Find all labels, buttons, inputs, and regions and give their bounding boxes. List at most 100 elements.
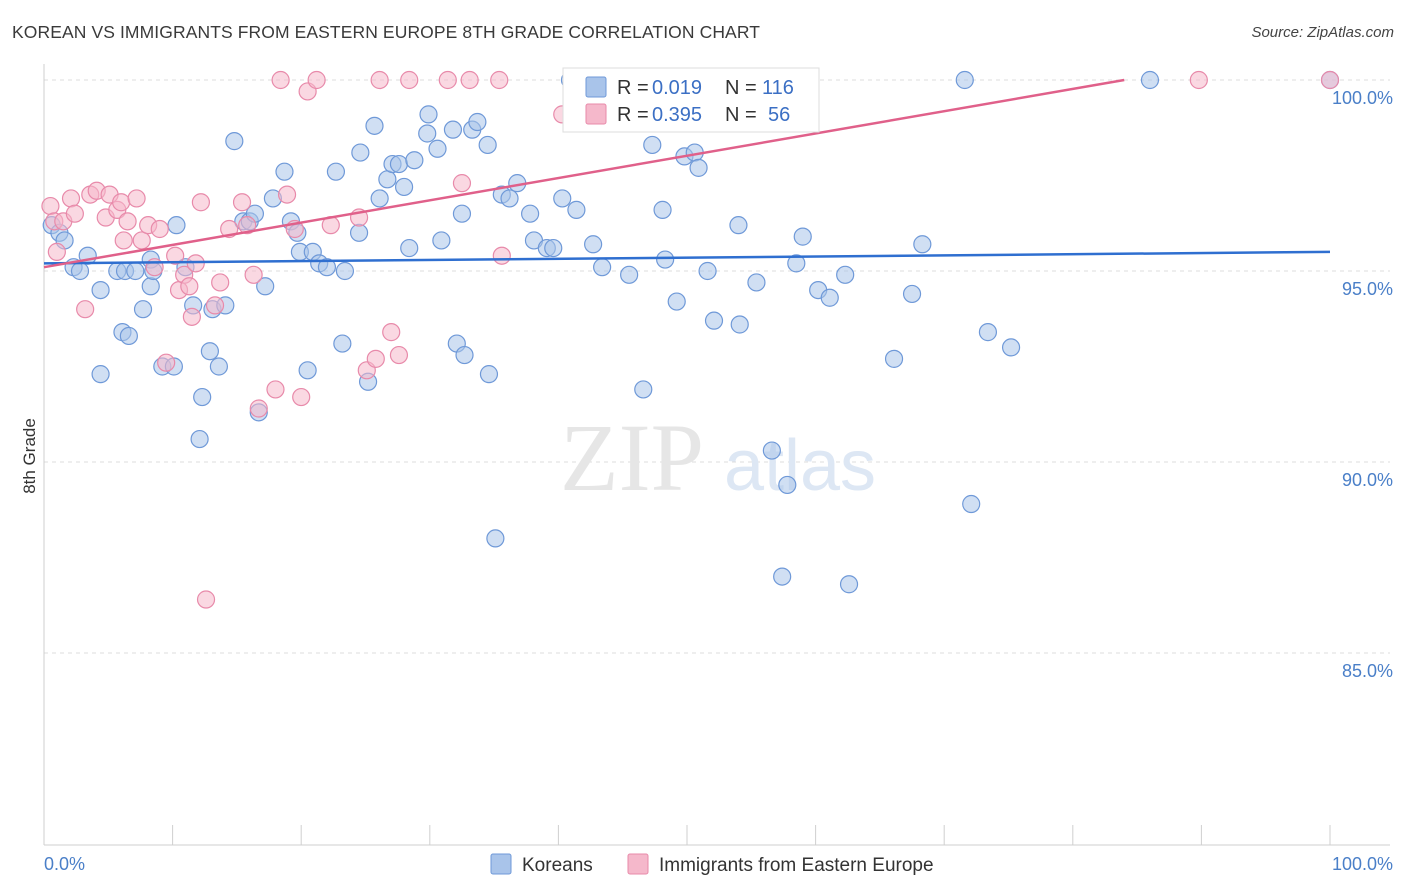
legend-r-label-1: R =: [617, 77, 649, 99]
watermark: ZIP atlas: [560, 404, 876, 511]
immigrant-point: [438, 70, 457, 90]
korean-point: [70, 261, 90, 281]
korean-point: [762, 441, 781, 460]
y-tick-label: 100.0%: [1332, 88, 1393, 108]
korean-point: [884, 349, 904, 368]
korean-point: [729, 216, 748, 235]
immigrant-point: [65, 204, 84, 223]
korean-point: [962, 494, 981, 514]
korean-point: [955, 70, 974, 90]
korean-point: [225, 132, 244, 151]
korean-point: [643, 135, 662, 155]
korean-point: [141, 277, 160, 296]
korean-point: [913, 235, 932, 254]
immigrant-point: [400, 70, 419, 90]
y-tick-label: 95.0%: [1342, 279, 1393, 299]
x-tick-label-min: 0.0%: [44, 854, 85, 874]
korean-point: [1140, 70, 1160, 90]
immigrant-point: [47, 242, 66, 261]
korean-point: [418, 124, 437, 143]
korean-point: [820, 288, 839, 307]
korean-point: [902, 284, 922, 304]
korean-point: [836, 265, 855, 284]
immigrant-point: [166, 246, 185, 265]
legend-swatch-immigrants: [585, 103, 607, 125]
korean-point: [91, 281, 110, 300]
y-tick-label: 85.0%: [1342, 661, 1393, 681]
legend-swatch-koreans: [585, 76, 607, 98]
immigrant-point: [112, 193, 131, 212]
korean-point: [275, 162, 294, 181]
trend-layer: [43, 78, 1331, 269]
korean-point: [378, 170, 397, 189]
korean-point: [787, 254, 806, 273]
korean-point: [317, 258, 337, 277]
chart-source: Source: ZipAtlas.com: [1251, 24, 1394, 41]
legend-n-label-1: N =: [725, 77, 757, 99]
korean-point: [468, 112, 487, 132]
korean-point: [200, 342, 219, 361]
x-tick-label-max: 100.0%: [1332, 854, 1393, 874]
axes-layer: [43, 64, 1390, 846]
korean-point: [478, 135, 497, 155]
legend-n-value-2: 56: [768, 104, 790, 126]
korean-point: [370, 189, 389, 208]
immigrant-point: [492, 246, 511, 265]
immigrant-point: [211, 273, 230, 292]
korean-point: [553, 189, 572, 208]
immigrant-point: [196, 590, 216, 609]
immigrant-point: [61, 189, 81, 208]
immigrant-point: [232, 193, 252, 212]
korean-point: [133, 300, 153, 319]
y-axis-title: 8th Grade: [20, 418, 39, 494]
korean-point: [193, 387, 212, 407]
korean-point: [773, 567, 792, 586]
legend-r-label-2: R =: [617, 104, 649, 126]
korean-point: [704, 311, 724, 330]
immigrant-point: [271, 70, 290, 90]
immigrant-point: [307, 70, 326, 90]
bottom-legend-swatch-immigrants: [627, 853, 649, 875]
grid-layer: [44, 79, 1390, 654]
korean-point: [298, 361, 317, 380]
immigrant-point: [118, 212, 137, 231]
korean-point: [455, 345, 474, 365]
korean-point: [419, 105, 438, 124]
immigrant-point: [452, 174, 472, 193]
korean-point: [428, 139, 447, 158]
bottom-legend: Koreans Immigrants from Eastern Europe: [490, 853, 934, 876]
immigrant-point: [266, 380, 285, 399]
immigrant-point: [249, 399, 268, 418]
immigrant-point: [186, 254, 205, 273]
immigrant-point: [460, 70, 479, 90]
korean-point: [620, 265, 639, 284]
korean-point: [432, 231, 451, 250]
korean-point: [400, 238, 419, 258]
immigrant-point: [191, 193, 210, 212]
top-legend: R = 0.019 N = 116 R = 0.395 N = 56: [562, 67, 820, 133]
immigrant-point: [150, 219, 169, 239]
korean-point: [486, 529, 505, 548]
immigrant-point: [180, 277, 199, 296]
legend-n-value-1: 116: [762, 77, 794, 99]
korean-point: [209, 357, 228, 376]
korean-point: [656, 250, 675, 269]
korean-point: [667, 292, 686, 311]
points-layer: [41, 70, 1340, 609]
immigrant-point: [127, 189, 146, 208]
immigrant-point: [1189, 70, 1208, 90]
y-tick-label: 90.0%: [1342, 470, 1393, 490]
immigrant-point: [277, 185, 297, 204]
korean-trend-line: [43, 250, 1331, 265]
korean-point: [365, 116, 384, 135]
korean-point: [584, 235, 603, 254]
korean-point: [405, 151, 424, 170]
bottom-legend-swatch-koreans: [490, 853, 512, 875]
korean-point: [256, 277, 275, 296]
korean-point: [544, 238, 563, 258]
immigrant-point: [238, 216, 257, 235]
korean-point: [839, 575, 859, 594]
korean-point: [351, 143, 370, 162]
immigrant-point: [76, 300, 95, 319]
